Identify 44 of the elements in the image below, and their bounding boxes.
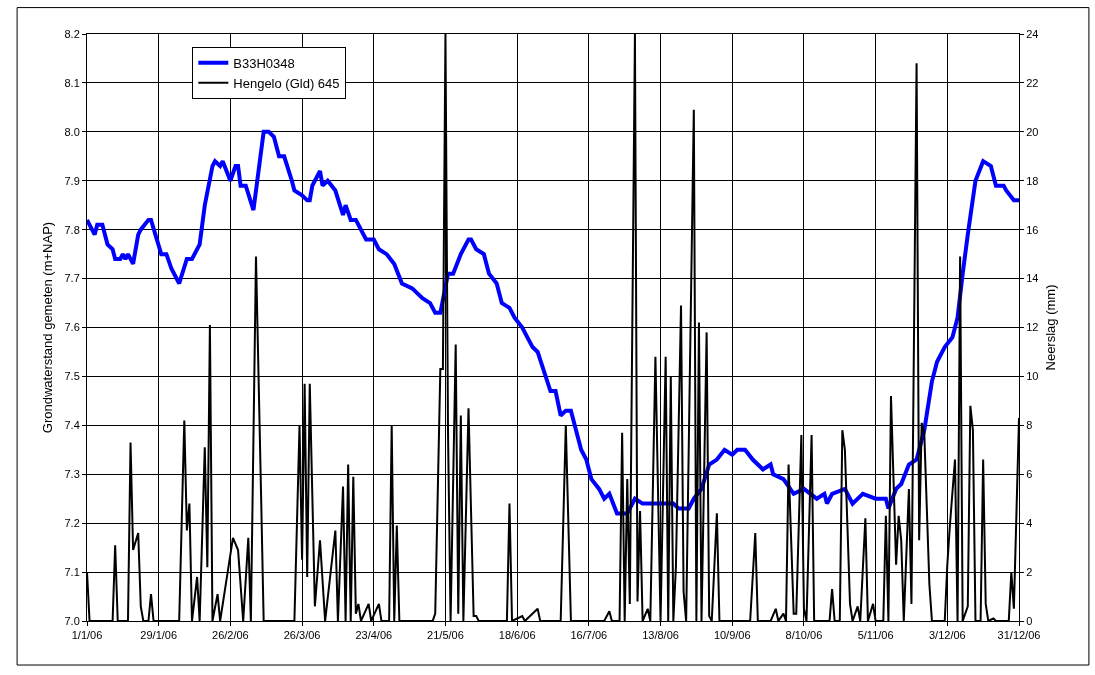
y-tick-label: 7.8	[64, 223, 80, 236]
legend-label: B33H0348	[233, 55, 295, 71]
y2-axis-title: Neerslag (mm)	[1043, 284, 1059, 371]
y2-tick-label: 0	[1026, 614, 1033, 627]
x-tick-label: 23/4/06	[355, 629, 393, 642]
legend-label: Hengelo (Gld) 645	[233, 75, 340, 91]
y2-tick-label: 4	[1026, 517, 1033, 530]
x-tick-label: 21/5/06	[427, 629, 464, 642]
x-tick-label: 26/3/06	[283, 629, 321, 642]
y2-tick-label: 22	[1026, 76, 1039, 89]
x-tick-label: 18/6/06	[498, 629, 536, 642]
y2-tick-label: 12	[1026, 321, 1039, 334]
y-tick-label: 8.1	[64, 76, 80, 89]
y-tick-label: 7.1	[64, 565, 80, 578]
y-tick-label: 7.7	[64, 272, 80, 285]
y-tick-label: 7.9	[64, 174, 80, 187]
y-tick-label: 7.5	[64, 370, 80, 383]
y-tick-label: 7.6	[64, 321, 80, 334]
y2-tick-label: 16	[1026, 223, 1039, 236]
y-tick-label: 8.2	[64, 27, 80, 40]
y-tick-label: 7.0	[64, 614, 80, 627]
x-tick-label: 13/8/06	[642, 629, 679, 642]
y2-tick-label: 8	[1026, 419, 1033, 432]
y-tick-label: 7.2	[64, 517, 80, 530]
y2-tick-label: 24	[1026, 27, 1039, 40]
x-tick-label: 10/9/06	[713, 629, 751, 642]
y2-tick-label: 6	[1026, 468, 1033, 481]
y-tick-label: 7.3	[64, 468, 80, 481]
x-tick-label: 29/1/06	[140, 629, 178, 642]
y2-tick-label: 10	[1026, 370, 1039, 383]
x-tick-label: 26/2/06	[212, 629, 249, 642]
y-tick-label: 8.0	[64, 125, 80, 138]
y2-tick-label: 18	[1026, 174, 1039, 187]
y2-tick-label: 20	[1026, 125, 1039, 138]
y2-tick-label: 2	[1026, 565, 1033, 578]
x-tick-label: 1/1/06	[71, 629, 103, 642]
x-tick-label: 31/12/06	[997, 629, 1041, 642]
x-tick-label: 16/7/06	[570, 629, 608, 642]
x-tick-label: 8/10/06	[785, 629, 823, 642]
y-axis-title: Grondwaterstand gemeten (m+NAP)	[40, 221, 56, 434]
x-tick-label: 5/11/06	[857, 629, 894, 642]
y-tick-label: 7.4	[64, 419, 80, 432]
x-tick-label: 3/12/06	[928, 629, 966, 642]
y2-tick-label: 14	[1026, 272, 1039, 285]
